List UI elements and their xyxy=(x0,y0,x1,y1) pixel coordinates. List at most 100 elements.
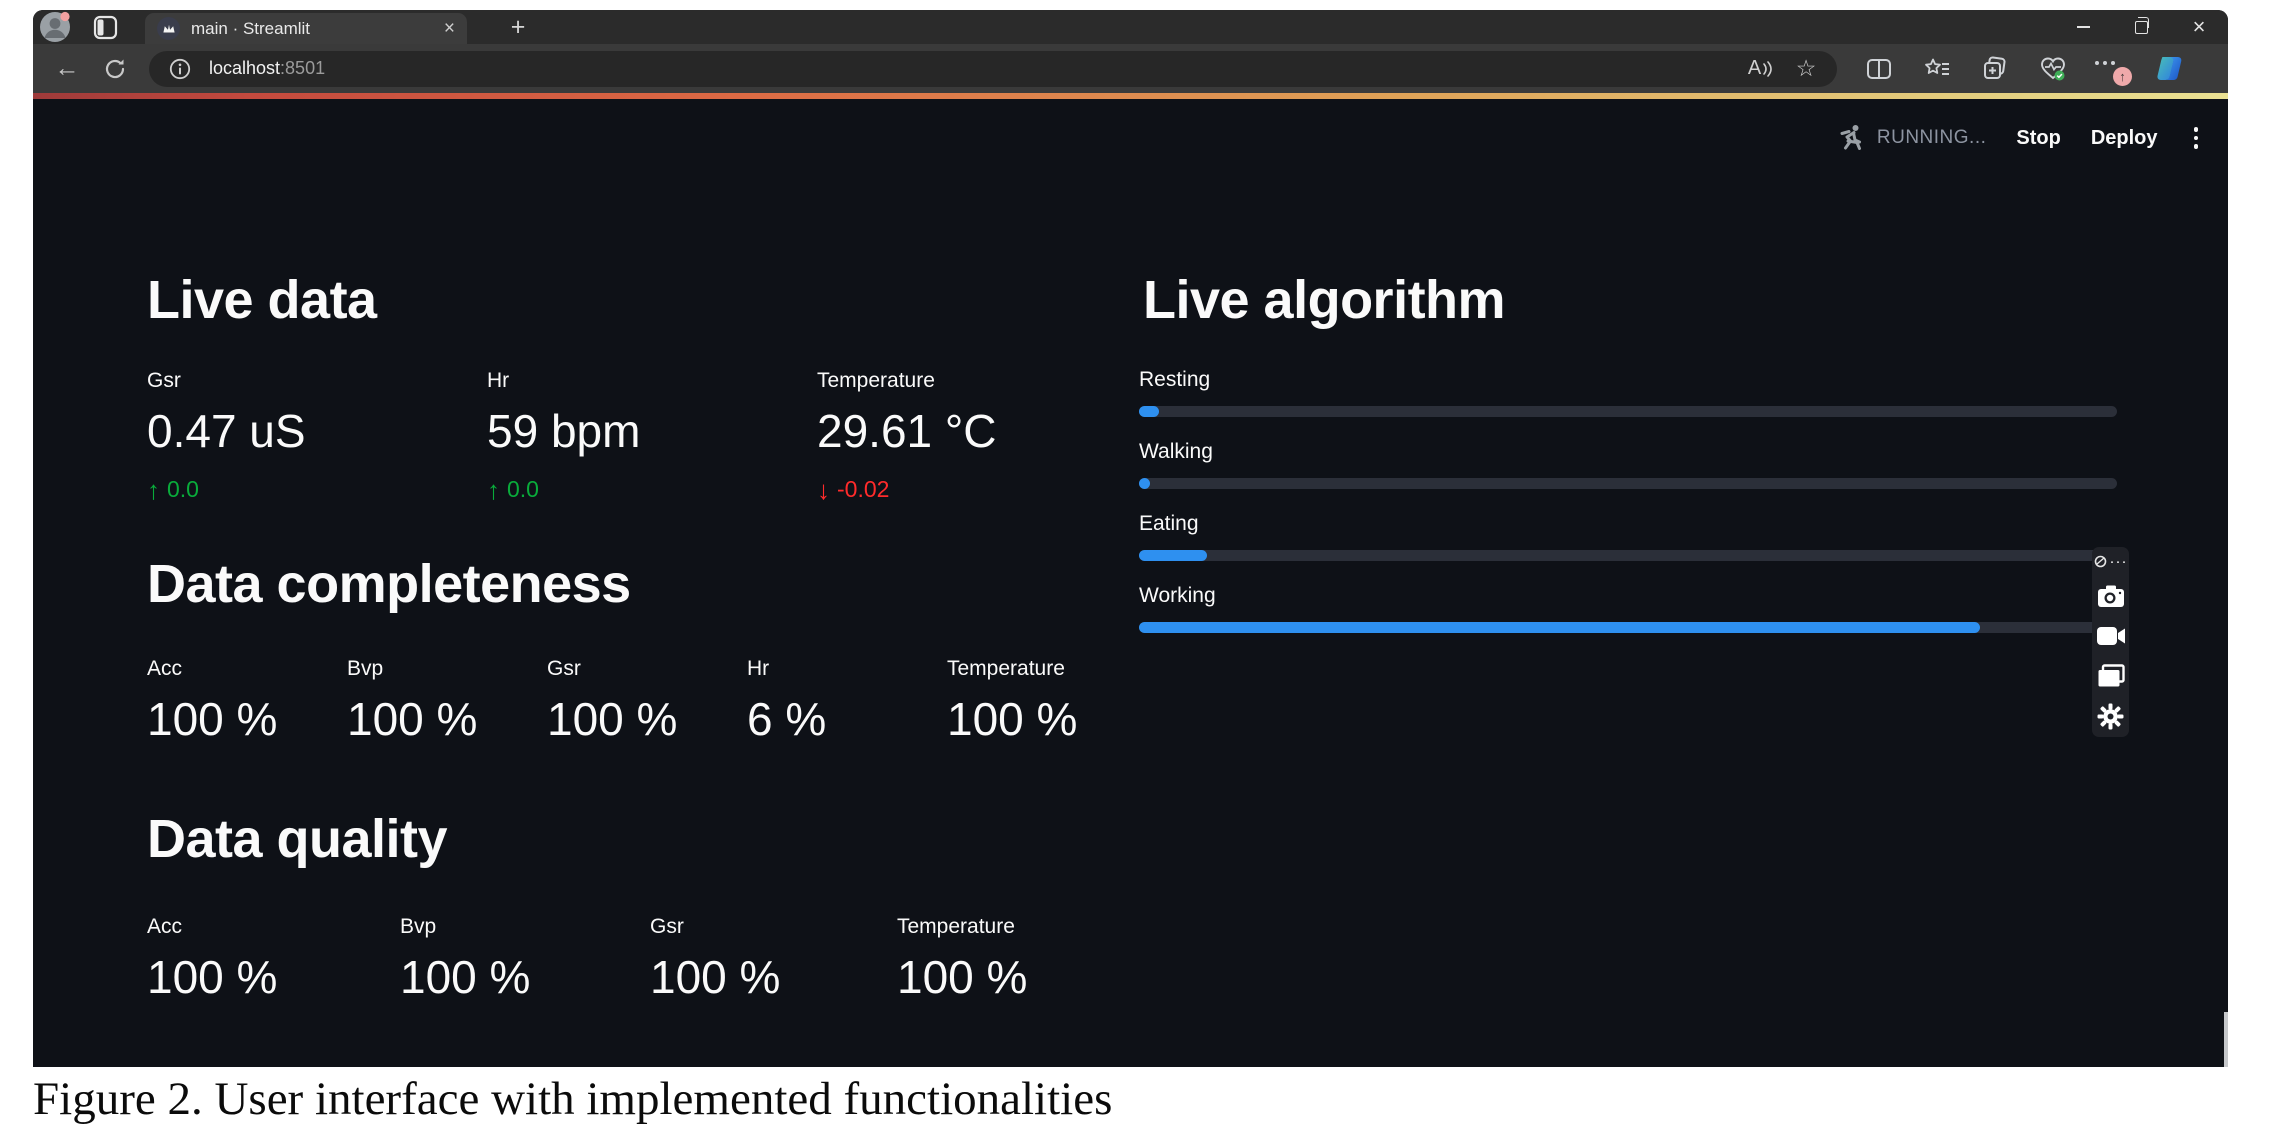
minimize-icon xyxy=(2076,26,2090,28)
running-status: RUNNING... xyxy=(1839,124,1987,152)
metric-label: Temperature xyxy=(817,369,935,392)
metric-value: 29.61 °C xyxy=(817,405,997,458)
metric-label: Hr xyxy=(487,369,510,392)
windows-layers-icon xyxy=(2098,664,2125,687)
capture-handle[interactable]: ··· xyxy=(2094,554,2128,570)
metric-label: Bvp xyxy=(347,657,384,680)
video-camera-icon xyxy=(2096,627,2125,646)
metric-value: 100 % xyxy=(547,693,678,746)
metric-live-hr: Hr 59 bpm ↑ 0.0 xyxy=(487,367,640,503)
metric-completeness-bvp: Bvp 100 % xyxy=(347,655,477,750)
delta-down-icon: ↓ xyxy=(817,474,830,505)
metric-quality-acc: Acc 100 % xyxy=(147,913,277,1008)
deploy-button[interactable]: Deploy xyxy=(2090,126,2158,149)
status-text: RUNNING... xyxy=(1876,127,1987,148)
metric-value: 59 bpm xyxy=(487,405,641,458)
metric-quality-temperature: Temperature 100 % xyxy=(897,913,1027,1008)
page-scrollbar[interactable] xyxy=(2224,1012,2228,1067)
progress-fill xyxy=(1139,622,1981,633)
metric-quality-bvp: Bvp 100 % xyxy=(400,913,530,1008)
favorite-star-icon[interactable]: ☆ xyxy=(1795,55,1817,81)
section-title-live-data: Live data xyxy=(147,270,377,330)
window-select-button[interactable] xyxy=(2096,663,2126,690)
reload-icon xyxy=(105,59,125,78)
metric-label: Bvp xyxy=(400,915,437,938)
progress-label-working: Working xyxy=(1139,584,1216,607)
tab-title: main · Streamlit xyxy=(191,18,311,38)
capture-grabber-icon xyxy=(2094,555,2106,568)
metric-value: 100 % xyxy=(897,951,1028,1004)
metric-value: 100 % xyxy=(147,693,278,746)
close-window-button[interactable]: × xyxy=(2170,10,2228,44)
section-title-data-quality: Data quality xyxy=(147,809,448,869)
metric-completeness-gsr: Gsr 100 % xyxy=(547,655,677,750)
url-port: :8501 xyxy=(280,58,326,78)
metric-live-gsr: Gsr 0.47 uS ↑ 0.0 xyxy=(147,367,306,503)
camera-icon xyxy=(2097,585,2124,608)
progress-bar-resting xyxy=(1139,406,2117,417)
delta-up-icon: ↑ xyxy=(147,474,160,505)
metric-label: Acc xyxy=(147,915,183,938)
ellipsis-icon xyxy=(2095,60,2115,65)
metric-value: 100 % xyxy=(400,951,531,1004)
record-video-button[interactable] xyxy=(2096,623,2126,650)
metric-delta: ↑ 0.0 xyxy=(487,474,539,505)
metric-value: 100 % xyxy=(650,951,781,1004)
read-aloud-icon[interactable]: A xyxy=(1743,54,1777,84)
profile-avatar[interactable] xyxy=(39,11,71,43)
split-screen-icon[interactable] xyxy=(1857,50,1901,88)
tab-main-streamlit[interactable]: main · Streamlit × xyxy=(145,13,467,44)
metric-label: Hr xyxy=(747,657,770,680)
browser-window: main · Streamlit × + × ← xyxy=(33,10,2228,1067)
metric-quality-gsr: Gsr 100 % xyxy=(650,913,780,1008)
metric-value: 100 % xyxy=(947,693,1078,746)
address-bar[interactable]: localhost:8501 A ☆ xyxy=(149,50,1837,87)
site-info-icon[interactable] xyxy=(163,54,197,84)
app-menu-kebab-icon[interactable] xyxy=(2188,123,2205,153)
settings-more-icon[interactable]: ↑ xyxy=(2089,50,2133,88)
metric-label: Gsr xyxy=(547,657,581,680)
minimize-button[interactable] xyxy=(2054,10,2112,44)
progress-bar-walking xyxy=(1139,478,2117,489)
collections-icon[interactable] xyxy=(1973,50,2017,88)
capture-more-icon: ··· xyxy=(2109,552,2128,570)
browser-tab-strip: main · Streamlit × + × xyxy=(33,10,2228,44)
capture-overlay-toolbar: ··· xyxy=(2092,547,2129,737)
back-button[interactable]: ← xyxy=(54,54,80,82)
metric-label: Gsr xyxy=(147,369,181,392)
restore-icon xyxy=(2134,16,2149,34)
progress-bar-eating xyxy=(1139,550,2117,561)
metric-label: Temperature xyxy=(947,657,1065,680)
metric-label: Gsr xyxy=(650,915,684,938)
browser-essentials-icon[interactable] xyxy=(2031,50,2075,88)
favorites-bar-icon[interactable] xyxy=(1915,50,1959,88)
screenshot-camera-button[interactable] xyxy=(2096,583,2126,610)
streamlit-status-toolbar: RUNNING... Stop Deploy xyxy=(1839,121,2204,155)
figure-caption: Figure 2. User interface with implemente… xyxy=(33,1073,1113,1125)
section-title-live-algorithm: Live algorithm xyxy=(1143,270,1506,330)
tab-close-icon[interactable]: × xyxy=(443,18,455,39)
restore-button[interactable] xyxy=(2112,10,2170,44)
copilot-icon[interactable] xyxy=(2147,50,2191,88)
browser-toolbar: ← localhost:8501 A xyxy=(33,44,2228,93)
metric-delta: ↓ -0.02 xyxy=(817,474,890,505)
capture-settings-button[interactable] xyxy=(2096,703,2126,730)
streamlit-app: RUNNING... Stop Deploy Live data Gsr 0.4… xyxy=(33,99,2228,1067)
delta-up-icon: ↑ xyxy=(487,474,500,505)
progress-fill xyxy=(1139,478,1150,489)
close-icon: × xyxy=(2192,14,2206,39)
progress-label-eating: Eating xyxy=(1139,512,1199,535)
progress-bar-working xyxy=(1139,622,2117,633)
metric-completeness-temperature: Temperature 100 % xyxy=(947,655,1077,750)
progress-label-resting: Resting xyxy=(1139,368,1211,391)
new-tab-button[interactable]: + xyxy=(510,12,526,41)
stop-button[interactable]: Stop xyxy=(2016,126,2061,149)
metric-delta: ↑ 0.0 xyxy=(147,474,199,505)
metric-label: Acc xyxy=(147,657,183,680)
metric-label: Temperature xyxy=(897,915,1015,938)
window-controls: × xyxy=(2054,10,2228,44)
reload-button[interactable] xyxy=(95,50,135,88)
vertical-tabs-icon[interactable] xyxy=(93,15,118,40)
metric-value: 0.47 uS xyxy=(147,405,306,458)
progress-label-walking: Walking xyxy=(1139,440,1213,463)
